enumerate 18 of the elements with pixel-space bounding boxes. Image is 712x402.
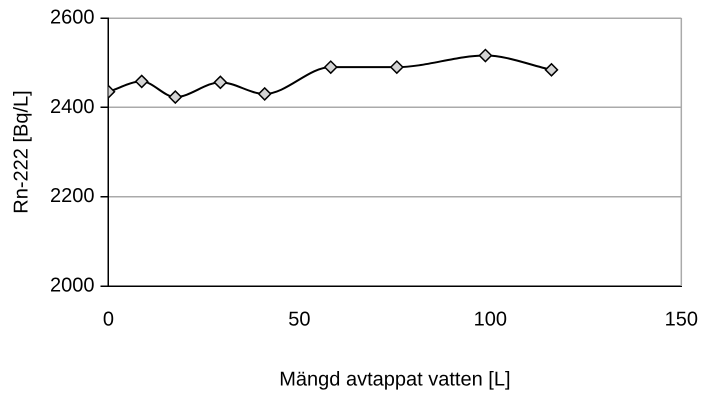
y-tick-label: 2000: [50, 274, 94, 297]
x-tick-label: 50: [288, 308, 311, 331]
x-tick-label: 100: [474, 308, 508, 331]
point: [478, 48, 492, 62]
x-tick-label: 0: [102, 308, 114, 331]
point: [134, 74, 148, 88]
point: [258, 87, 272, 101]
y-tick-label: 2400: [50, 96, 94, 118]
point: [168, 90, 182, 104]
point: [544, 63, 558, 77]
point: [214, 76, 228, 90]
point: [390, 60, 404, 74]
x-tick-label: 150: [664, 308, 698, 331]
y-tick-label: 2600: [50, 6, 94, 29]
y-tick-label: 2200: [50, 185, 94, 208]
y-axis-title: Rn-222 [Bq/L]: [10, 90, 33, 214]
x-axis-title: Mängd avtappat vatten [L]: [279, 368, 511, 391]
point: [324, 60, 338, 74]
